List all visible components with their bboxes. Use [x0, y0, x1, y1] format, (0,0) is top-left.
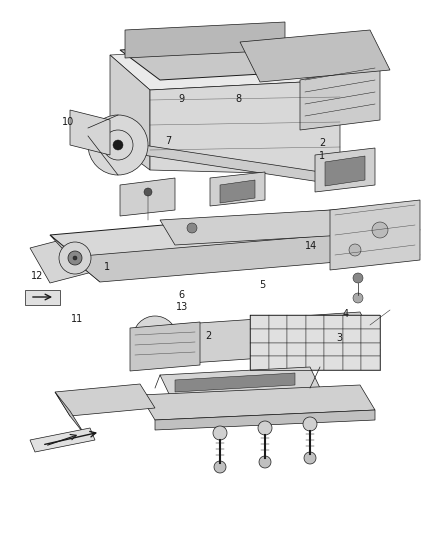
- Polygon shape: [110, 55, 150, 170]
- Polygon shape: [110, 140, 340, 185]
- Bar: [268, 356, 287, 370]
- Text: 8: 8: [236, 94, 242, 103]
- Circle shape: [133, 316, 177, 360]
- Circle shape: [214, 461, 226, 473]
- Text: 11: 11: [71, 314, 83, 324]
- Bar: [306, 315, 324, 329]
- Bar: [361, 315, 380, 329]
- Text: 2: 2: [205, 331, 211, 341]
- Circle shape: [258, 421, 272, 435]
- Circle shape: [353, 273, 363, 283]
- Bar: [268, 343, 287, 356]
- Circle shape: [68, 251, 82, 265]
- Text: 4: 4: [343, 310, 349, 319]
- Polygon shape: [140, 385, 375, 420]
- Circle shape: [144, 188, 152, 196]
- Bar: [287, 343, 306, 356]
- Polygon shape: [210, 172, 265, 206]
- Circle shape: [303, 417, 317, 431]
- Bar: [250, 343, 268, 356]
- Polygon shape: [50, 235, 100, 282]
- Circle shape: [113, 140, 123, 150]
- Bar: [268, 315, 287, 329]
- Text: 2: 2: [319, 138, 325, 148]
- Text: 6: 6: [179, 290, 185, 300]
- Circle shape: [73, 256, 77, 260]
- Text: 12: 12: [31, 271, 43, 281]
- Polygon shape: [130, 322, 200, 371]
- Bar: [287, 315, 306, 329]
- Text: 5: 5: [260, 280, 266, 290]
- Polygon shape: [30, 235, 100, 283]
- Polygon shape: [315, 148, 375, 192]
- Text: 7: 7: [166, 136, 172, 146]
- Bar: [343, 329, 361, 343]
- Bar: [343, 343, 361, 356]
- Bar: [324, 315, 343, 329]
- Polygon shape: [160, 210, 345, 245]
- Text: 13: 13: [176, 302, 188, 312]
- Bar: [361, 329, 380, 343]
- Bar: [250, 315, 268, 329]
- Polygon shape: [110, 45, 340, 90]
- Polygon shape: [30, 428, 95, 452]
- Circle shape: [304, 452, 316, 464]
- Text: 1: 1: [104, 262, 110, 271]
- Bar: [250, 329, 268, 343]
- Polygon shape: [325, 156, 365, 186]
- Circle shape: [372, 222, 388, 238]
- Circle shape: [213, 426, 227, 440]
- Bar: [324, 343, 343, 356]
- Text: 10: 10: [62, 117, 74, 126]
- Polygon shape: [240, 30, 390, 82]
- Polygon shape: [120, 40, 330, 80]
- Polygon shape: [170, 312, 380, 363]
- Text: 14: 14: [305, 241, 317, 251]
- Polygon shape: [25, 290, 60, 305]
- Bar: [324, 329, 343, 343]
- Bar: [306, 329, 324, 343]
- Circle shape: [88, 115, 148, 175]
- Bar: [306, 343, 324, 356]
- Polygon shape: [125, 22, 285, 58]
- Bar: [268, 329, 287, 343]
- Polygon shape: [70, 230, 420, 282]
- Bar: [287, 356, 306, 370]
- Circle shape: [152, 335, 158, 341]
- Bar: [250, 356, 268, 370]
- Bar: [343, 315, 361, 329]
- Bar: [361, 343, 380, 356]
- Polygon shape: [150, 80, 340, 175]
- Polygon shape: [300, 65, 380, 130]
- Polygon shape: [220, 180, 255, 203]
- Polygon shape: [70, 110, 110, 155]
- Bar: [287, 329, 306, 343]
- Circle shape: [59, 242, 91, 274]
- Polygon shape: [155, 410, 375, 430]
- Polygon shape: [160, 367, 320, 396]
- Polygon shape: [330, 200, 420, 270]
- Bar: [343, 356, 361, 370]
- Bar: [361, 356, 380, 370]
- Bar: [324, 356, 343, 370]
- Circle shape: [349, 244, 361, 256]
- Polygon shape: [55, 392, 85, 435]
- Bar: [306, 356, 324, 370]
- Circle shape: [353, 293, 363, 303]
- Text: 1: 1: [319, 151, 325, 161]
- Circle shape: [187, 223, 197, 233]
- Text: 3: 3: [336, 334, 343, 343]
- Polygon shape: [175, 373, 295, 392]
- Text: 9: 9: [179, 94, 185, 103]
- Polygon shape: [55, 384, 155, 416]
- Circle shape: [259, 456, 271, 468]
- Polygon shape: [120, 178, 175, 216]
- Polygon shape: [50, 205, 420, 260]
